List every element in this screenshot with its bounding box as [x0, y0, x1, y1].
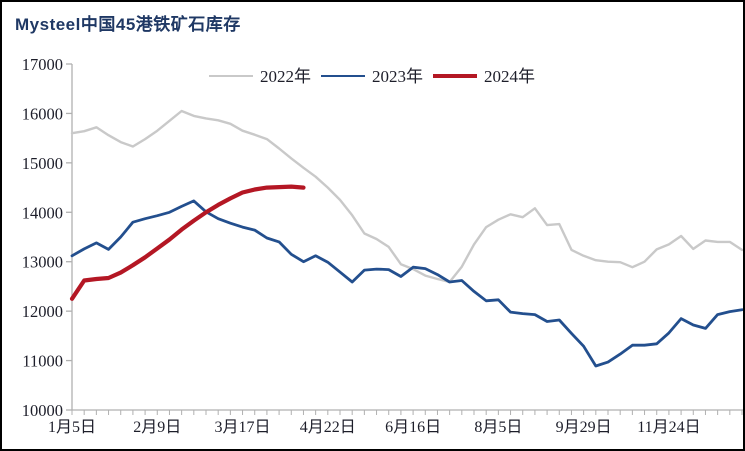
series-line-2022 — [70, 109, 743, 284]
x-tick-label: 6月16日 — [385, 419, 441, 436]
legend-line-swatch-2022 — [209, 75, 253, 77]
legend-line-swatch-2024 — [433, 74, 477, 78]
chart-legend: 2022年 2023年 2024年 — [72, 64, 672, 88]
y-tick-label: 11000 — [22, 352, 63, 371]
x-tick-label: 3月17日 — [215, 419, 271, 436]
legend-line-swatch-2023 — [321, 75, 365, 77]
series-line-2023 — [70, 199, 743, 368]
y-tick-label: 16000 — [22, 104, 63, 123]
chart-title: Mysteel中国45港铁矿石库存 — [15, 15, 241, 34]
x-tick-label: 11月24日 — [637, 419, 700, 436]
legend-item-2024: 2024年 — [433, 68, 535, 85]
y-tick-label: 12000 — [22, 302, 63, 321]
legend-item-2022: 2022年 — [209, 68, 311, 85]
legend-label-2022: 2022年 — [260, 66, 311, 86]
x-tick-label: 1月5日 — [48, 419, 96, 436]
legend-label-2023: 2023年 — [372, 66, 423, 86]
y-tick-label: 14000 — [22, 203, 63, 222]
legend-item-2023: 2023年 — [321, 68, 423, 85]
x-tick-label: 2月9日 — [133, 419, 181, 436]
legend-label-2024: 2024年 — [484, 66, 535, 86]
x-tick-label: 9月29日 — [556, 419, 612, 436]
y-tick-label: 13000 — [22, 253, 63, 272]
y-tick-label: 15000 — [22, 154, 63, 173]
y-tick-label: 17000 — [22, 55, 63, 74]
series-line-2024 — [69, 184, 306, 301]
x-tick-label: 4月22日 — [300, 419, 356, 436]
x-tick-label: 8月5日 — [474, 419, 522, 436]
y-tick-label: 10000 — [22, 401, 63, 420]
